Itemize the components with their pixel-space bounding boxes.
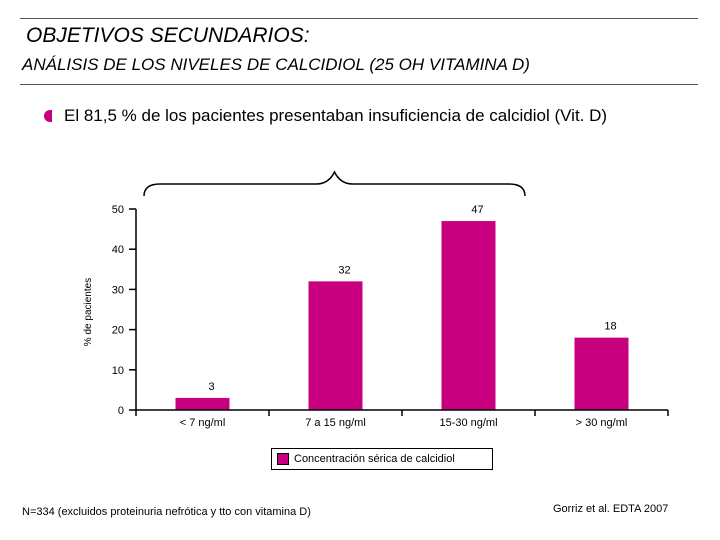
data-label: 32: [338, 264, 350, 276]
chart-legend: Concentración sérica de calcidiol: [271, 448, 493, 470]
data-label: 18: [604, 321, 616, 333]
y-tick-label: 10: [112, 365, 124, 377]
data-label: 47: [471, 204, 483, 216]
legend-swatch: [277, 453, 289, 465]
bullet-point: El 81,5 % de los pacientes presentaban i…: [44, 106, 607, 126]
bullet-text: El 81,5 % de los pacientes presentaban i…: [64, 106, 608, 125]
brace-bracket: [143, 170, 526, 197]
legend-label: Concentración sérica de calcidiol: [294, 453, 455, 465]
bar-1: [175, 397, 230, 410]
top-rule: [20, 18, 698, 19]
page-subtitle: ANÁLISIS DE LOS NIVELES DE CALCIDIOL (25…: [22, 55, 530, 74]
bar-2: [308, 281, 363, 410]
page-title: OBJETIVOS SECUNDARIOS:: [26, 24, 310, 47]
y-tick-label: 0: [118, 405, 124, 417]
bar-4: [574, 337, 629, 410]
brace-path: [143, 170, 526, 197]
x-tick-label: 15-30 ng/ml: [439, 417, 497, 429]
y-tick-label: 20: [112, 325, 124, 337]
bullet-icon: [44, 110, 52, 122]
x-tick-label: < 7 ng/ml: [180, 417, 226, 429]
y-tick-label: 30: [112, 284, 124, 296]
data-label: 3: [208, 381, 214, 393]
y-tick-label: 40: [112, 244, 124, 256]
y-axis-label: % de pacientes: [83, 278, 94, 346]
title-rule: [20, 84, 698, 85]
bar-3: [441, 221, 496, 410]
y-tick-label: 50: [112, 204, 124, 216]
footnote: N=334 (excluidos proteinuria nefrótica y…: [22, 506, 311, 518]
x-tick-label: > 30 ng/ml: [576, 417, 628, 429]
x-tick-label: 7 a 15 ng/ml: [305, 417, 366, 429]
citation: Gorriz et al. EDTA 2007: [553, 503, 669, 515]
